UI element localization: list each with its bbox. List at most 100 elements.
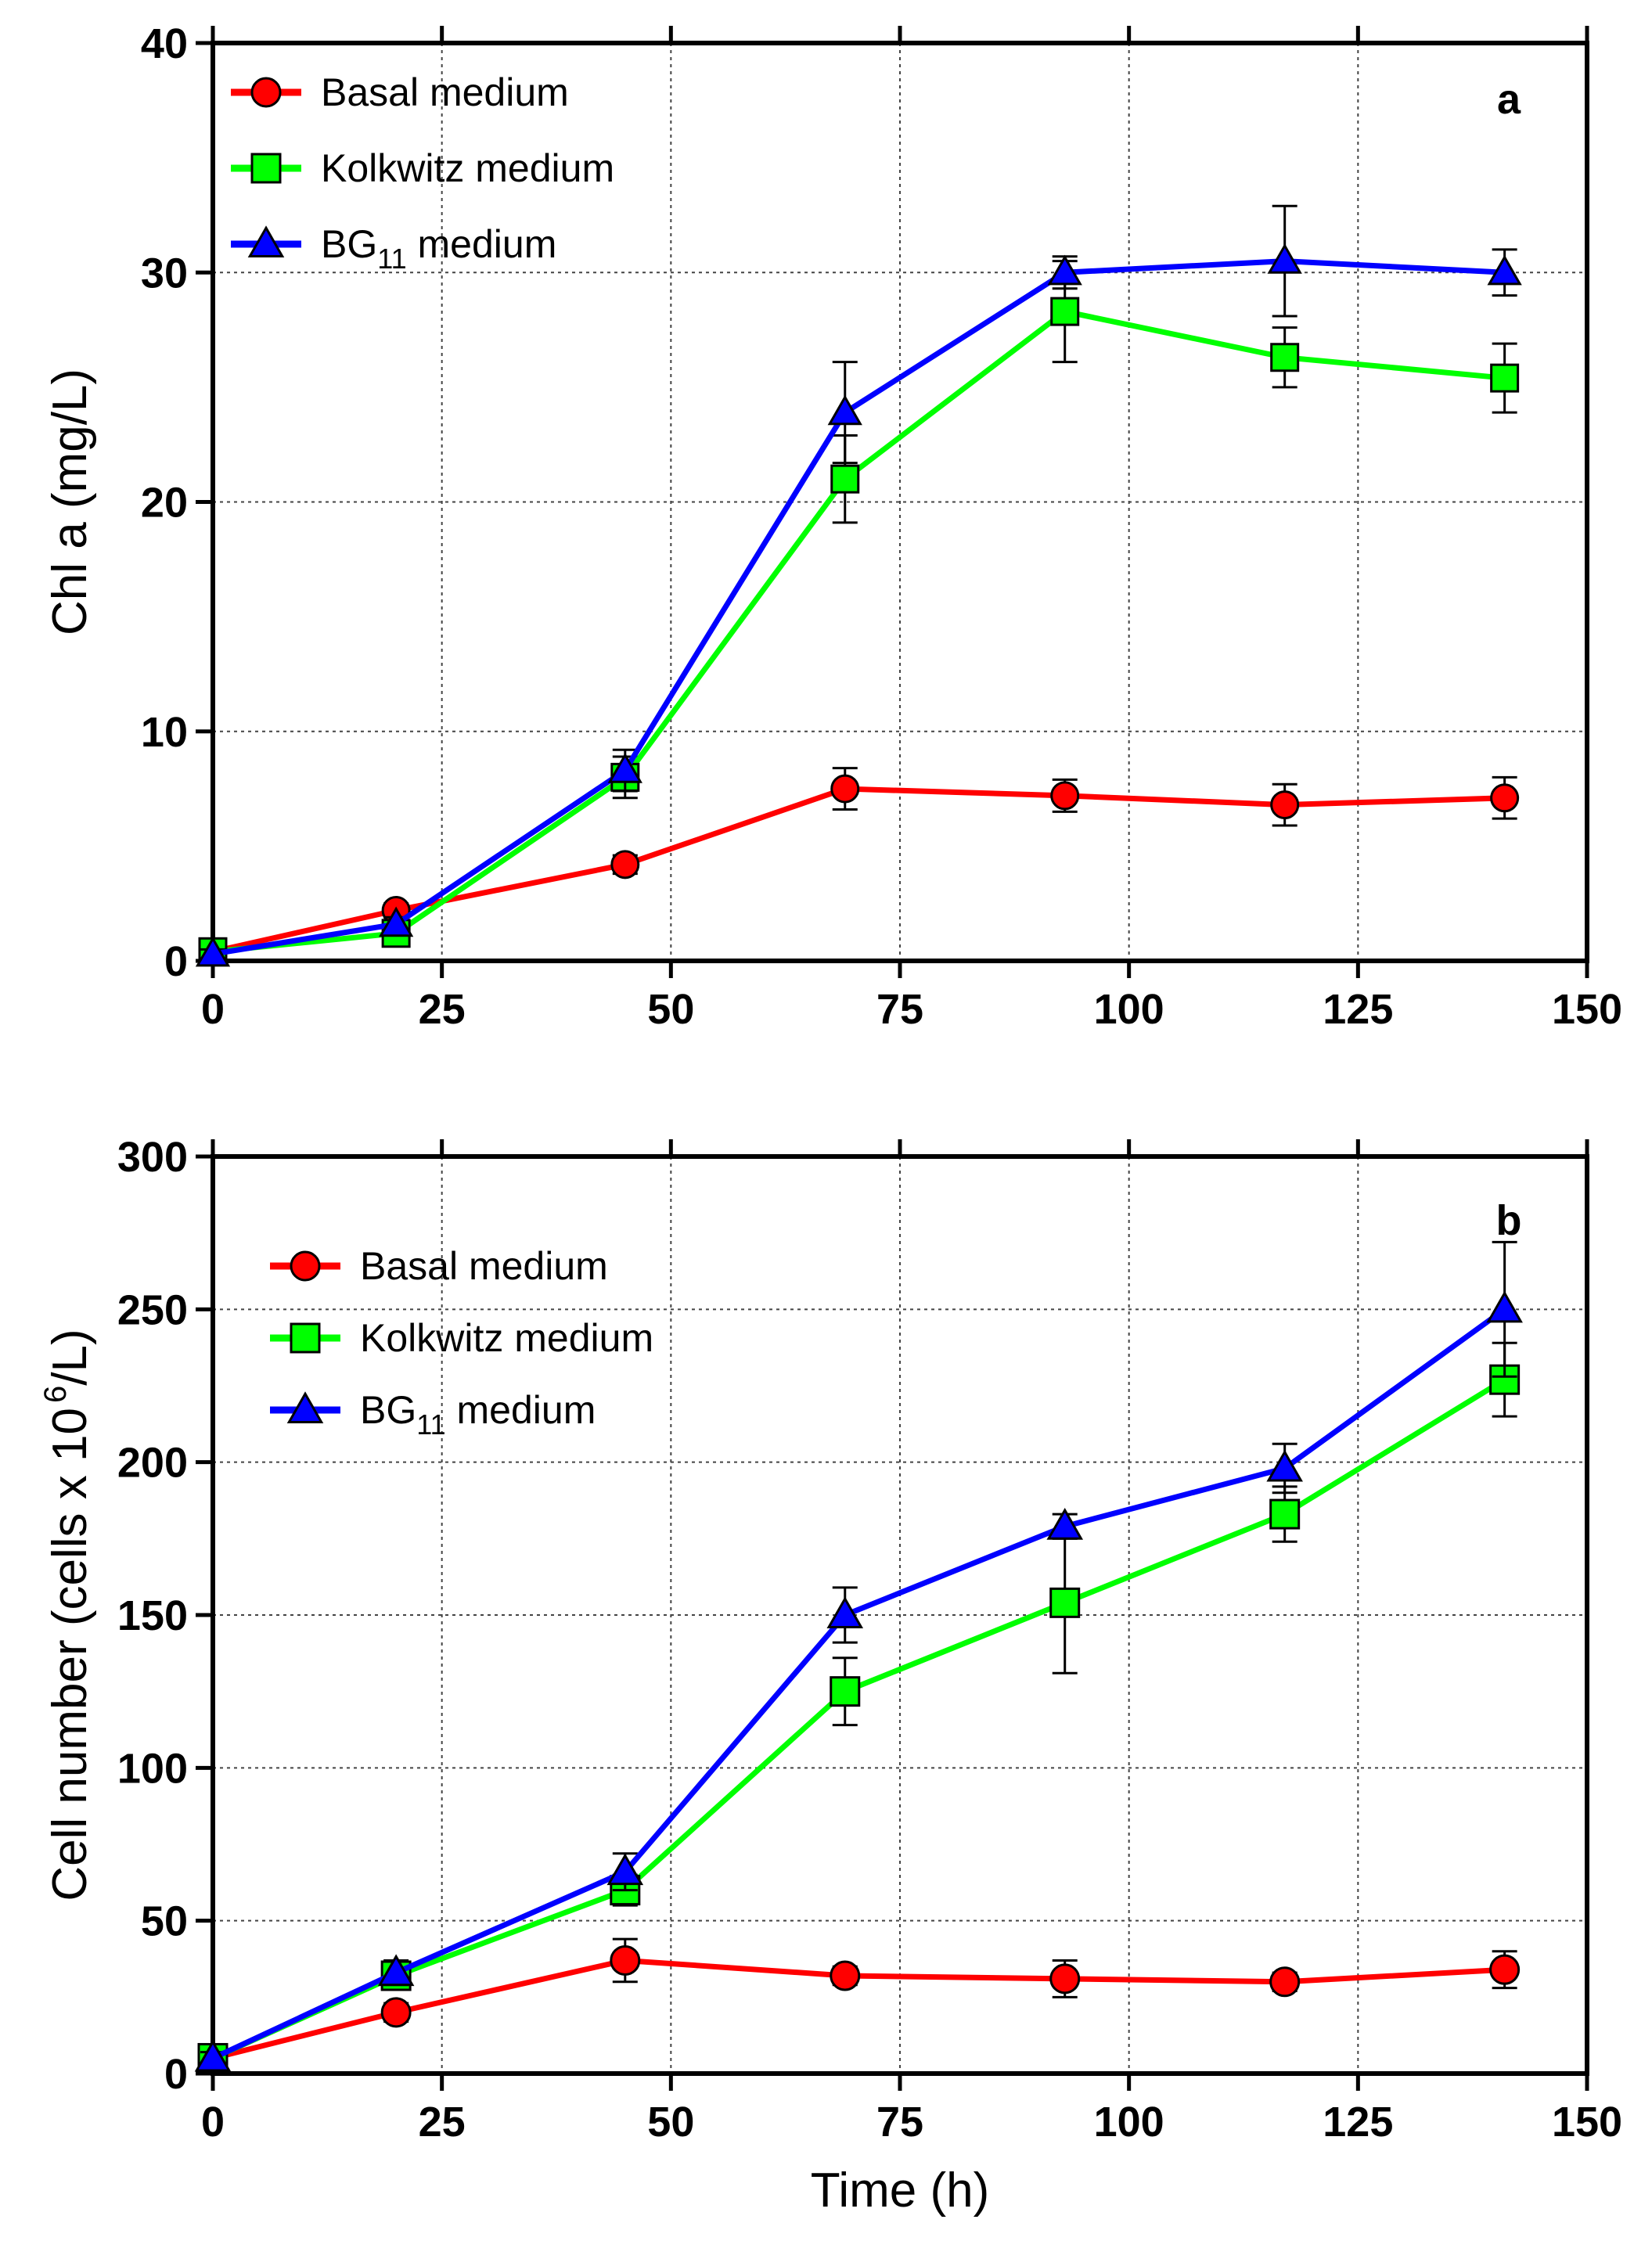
legend-entry: Kolkwitz medium [231,146,614,190]
data-point [380,1997,412,2028]
x-tick-label: 50 [647,2099,694,2146]
legend-label: Basal medium [360,1244,608,1288]
data-point [1049,1963,1081,1995]
data-point [1266,1449,1303,1482]
x-tick-label: 25 [419,2099,466,2146]
data-point [1046,1507,1084,1540]
y-tick-label: 40 [141,20,188,67]
legend-entry: BG11 medium [231,222,556,275]
data-point [1486,1290,1523,1323]
x-tick-label: 25 [419,986,466,1033]
data-point [607,753,642,783]
x-tick-label: 100 [1094,986,1164,1033]
legend-label: BG11 medium [321,222,556,275]
y-axis-title-tail: /L) [43,1329,97,1385]
legend-label: Kolkwitz medium [360,1316,653,1360]
chart-panel-b: 0 25 50 75 100 125 150 0 50 100 150 200 250 300 Cell n… [38,1134,1622,2218]
data-point [1269,1966,1301,1998]
y-axis-title-main: Chl a (mg/L) [43,369,97,635]
panel-label: a [1497,76,1521,123]
data-point [1487,254,1522,286]
legend-label-main: Basal medium [321,70,569,114]
y-tick-label: 50 [141,1898,188,1945]
data-point [827,394,862,426]
legend-label: BG11 medium [360,1388,596,1441]
data-point [830,1676,861,1707]
data-point [1049,1587,1081,1618]
legend-entry: BG11 medium [270,1388,596,1441]
data-point [610,1944,641,1976]
legend-entry: Basal medium [270,1244,608,1288]
legend-marker [250,153,282,184]
series-circle [197,1937,1521,2074]
y-tick-label: 30 [141,250,188,297]
legend-marker [290,1322,321,1354]
data-point [1490,363,1520,393]
y-axis-title: Cell number (cells x 10 6/L) [38,1329,97,1901]
legend-label-main: BG [321,222,377,266]
y-tick-label: 0 [164,2051,188,2098]
chart-panel-a: 0 25 50 75 100 125 150 0 10 20 30 40 Chl a (mg/L) a Ba… [43,20,1622,1033]
y-tick-label: 20 [141,480,188,527]
x-tick-label: 100 [1094,2099,1164,2146]
x-tick-label: 125 [1323,2099,1393,2146]
x-tick-label: 75 [876,2099,923,2146]
data-point [606,1853,644,1886]
series-triangle [195,204,1522,967]
data-point [377,1954,415,1987]
y-tick-label: 10 [141,709,188,756]
x-tick-label: 125 [1323,986,1393,1033]
gridlines [213,43,1587,961]
y-tick-label: 300 [117,1134,188,1181]
data-point [1270,343,1300,372]
data-point [194,2039,232,2072]
data-point [610,850,640,879]
x-tick-label: 150 [1552,2099,1622,2146]
x-tick-label: 0 [201,2099,225,2146]
y-tick-label: 0 [164,938,188,985]
legend-label-sub: 11 [377,243,406,275]
data-point [1270,790,1300,820]
series-square [198,260,1520,966]
data-point [830,1960,861,1991]
legend-marker [290,1250,321,1282]
legend-entry: Kolkwitz medium [270,1316,653,1360]
y-axis-title-sup: 6 [38,1386,73,1403]
y-tick-label: 250 [117,1286,188,1333]
legend-label-tail: medium [407,222,557,266]
y-axis-title-main: Cell number (cells x 10 [43,1408,97,1901]
data-point [1489,1954,1521,1985]
data-point [830,774,860,804]
y-tick-label: 150 [117,1592,188,1639]
legend-entry: Basal medium [231,70,569,114]
y-tick-label: 100 [117,1745,188,1792]
data-point [826,1596,864,1629]
legend-label-main: BG [360,1388,416,1432]
legend-label: Basal medium [321,70,569,114]
legend-label-sub: 11 [416,1408,445,1441]
legend-label-tail: medium [446,1388,596,1432]
data-point [195,936,231,967]
series-line [212,258,1505,957]
x-tick-label: 150 [1552,986,1622,1033]
series-line [212,308,1505,955]
panel-label: b [1496,1197,1522,1244]
data-point [1050,781,1080,811]
legend-marker [250,77,282,108]
legend-label-main: Kolkwitz medium [360,1316,653,1360]
data-point [1047,254,1082,286]
x-tick-label: 75 [876,986,923,1033]
legend-marker [247,225,285,258]
data-point [1490,783,1520,813]
series-triangle [194,1240,1523,2072]
data-point [378,906,414,937]
x-axis-title: Time (h) [811,2164,989,2218]
data-point [1050,297,1080,326]
gridlines [213,1156,1587,2074]
data-point [1269,1498,1301,1530]
x-tick-label: 50 [647,986,694,1033]
data-point [830,464,860,494]
legend-label: Kolkwitz medium [321,146,614,190]
legend-marker [286,1391,324,1424]
